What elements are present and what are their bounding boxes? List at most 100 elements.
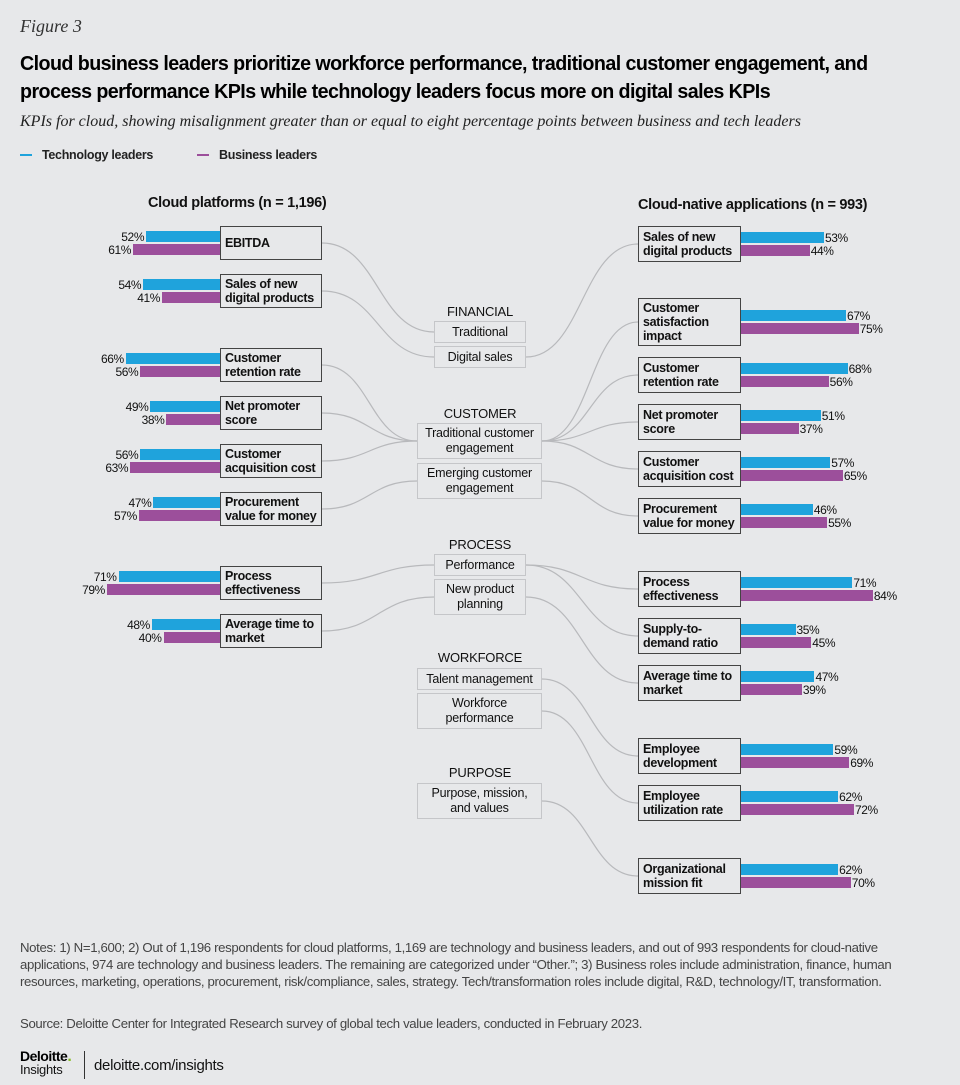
right-bar-technology-employee-utilization-rate — [741, 791, 839, 802]
left-value-label-business-customer-acquisition-cost: 63% — [105, 461, 129, 475]
right-value-label-technology-employee-utilization-rate: 62% — [839, 790, 862, 804]
category-heading-purpose: PURPOSE — [448, 765, 512, 780]
right-value-label-business-customer-satisfaction-impact: 75% — [859, 322, 883, 336]
left-value-label-technology-sales-of-new-digital-products: 54% — [118, 278, 142, 292]
left-bar-technology-sales-of-new-digital-products — [143, 279, 220, 290]
left-connector-customer-retention-rate — [321, 364, 418, 442]
left-value-label-technology-customer-acquisition-cost: 56% — [115, 448, 139, 462]
right-value-label-technology-organizational-mission-fit: 62% — [839, 863, 862, 877]
figure-label: Figure 3 — [20, 16, 82, 36]
right-bar-technology-supply-to-demand-ratio — [741, 624, 796, 635]
right-bar-technology-customer-acquisition-cost — [741, 457, 831, 468]
right-bar-technology-average-time-to-market — [741, 671, 815, 682]
right-value-label-technology-customer-acquisition-cost: 57% — [831, 456, 855, 470]
left-kpi-box-procurement-value-for-money: Procurement value for money — [220, 492, 322, 526]
right-kpi-box-average-time-to-market: Average time to market — [638, 665, 741, 701]
right-bar-technology-net-promoter-score — [741, 410, 821, 421]
right-kpi-box-sales-of-new-digital-products: Sales of new digital products — [638, 226, 741, 262]
left-connector-average-time-to-market — [321, 596, 435, 632]
category-box-talent-management: Talent management — [417, 668, 542, 690]
left-kpi-box-ebitda: EBITDA — [220, 226, 322, 260]
left-connector-process-effectiveness — [321, 564, 435, 584]
left-value-label-business-average-time-to-market: 40% — [138, 631, 162, 645]
right-kpi-box-customer-acquisition-cost: Customer acquisition cost — [638, 451, 741, 487]
right-connector-organizational-mission-fit — [541, 800, 639, 877]
logo-divider — [84, 1051, 85, 1079]
right-bar-technology-sales-of-new-digital-products — [741, 232, 824, 243]
logo-sub: Insights — [20, 1062, 63, 1077]
right-bar-business-employee-utilization-rate — [741, 804, 854, 815]
category-box-digital-sales: Digital sales — [434, 346, 526, 368]
left-bar-business-process-effectiveness — [106, 584, 220, 595]
legend-swatch-business — [197, 154, 209, 156]
right-value-label-technology-sales-of-new-digital-products: 53% — [824, 231, 848, 245]
legend-label-technology: Technology leaders — [42, 148, 154, 162]
category-box-purpose-mission-and-values: Purpose, mission, and values — [417, 783, 542, 819]
left-connector-procurement-value-for-money — [321, 480, 418, 510]
right-connector-customer-acquisition-cost — [541, 440, 639, 470]
panel-title-cloud-platforms: Cloud platforms (n = 1,196) — [148, 195, 327, 211]
panel-title-cloud-native: Cloud-native applications (n = 993) — [638, 197, 868, 213]
category-box-emerging-customer-engagement: Emerging customer engagement — [417, 463, 542, 499]
logo-dot: . — [67, 1048, 72, 1065]
right-value-label-business-employee-development: 69% — [850, 756, 874, 770]
right-connector-average-time-to-market — [525, 596, 639, 684]
left-value-label-technology-process-effectiveness: 71% — [93, 570, 117, 584]
left-bar-business-customer-acquisition-cost — [130, 462, 220, 473]
left-bar-business-average-time-to-market — [163, 632, 220, 643]
right-bar-business-process-effectiveness — [741, 590, 873, 601]
right-kpi-box-process-effectiveness: Process effectiveness — [638, 571, 741, 607]
left-connector-sales-of-new-digital-products — [321, 290, 435, 358]
right-connector-net-promoter-score — [541, 421, 639, 442]
left-value-label-business-net-promoter-score: 38% — [141, 413, 165, 427]
deloitte-logo: Deloitte. Insights — [20, 1048, 72, 1077]
right-value-label-technology-procurement-value-for-money: 46% — [813, 503, 837, 517]
right-value-label-technology-customer-satisfaction-impact: 67% — [847, 309, 870, 323]
logo-brand: Deloitte — [20, 1048, 68, 1064]
right-kpi-box-customer-satisfaction-impact: Customer satisfaction impact — [638, 298, 741, 346]
right-value-label-business-customer-acquisition-cost: 65% — [843, 469, 867, 483]
chart-subtitle: KPIs for cloud, showing misalignment gre… — [20, 113, 801, 130]
left-bar-business-procurement-value-for-money — [138, 510, 220, 521]
right-value-label-technology-supply-to-demand-ratio: 35% — [796, 623, 820, 637]
left-bar-business-sales-of-new-digital-products — [162, 292, 220, 303]
right-value-label-business-net-promoter-score: 37% — [799, 422, 823, 436]
left-connector-ebitda — [321, 242, 435, 333]
footer-url-link[interactable]: deloitte.com/insights — [94, 1057, 224, 1074]
left-value-label-business-sales-of-new-digital-products: 41% — [137, 291, 161, 305]
right-connector-employee-development — [541, 678, 639, 757]
right-kpi-box-employee-development: Employee development — [638, 738, 741, 774]
left-connector-customer-acquisition-cost — [321, 440, 418, 462]
right-bar-business-net-promoter-score — [741, 423, 799, 434]
left-bar-technology-customer-retention-rate — [125, 353, 220, 364]
right-bar-technology-procurement-value-for-money — [741, 504, 813, 515]
left-bar-technology-procurement-value-for-money — [153, 497, 220, 508]
left-bar-technology-ebitda — [146, 231, 220, 242]
category-heading-process: PROCESS — [448, 537, 512, 552]
left-kpi-box-average-time-to-market: Average time to market — [220, 614, 322, 648]
legend-item-technology: Technology leaders — [20, 148, 153, 162]
category-box-new-product-planning: New product planning — [434, 579, 526, 615]
right-value-label-technology-employee-development: 59% — [834, 743, 858, 757]
left-bar-technology-customer-acquisition-cost — [140, 449, 220, 460]
category-box-workforce-performance: Workforce performance — [417, 693, 542, 729]
left-value-label-business-customer-retention-rate: 56% — [115, 365, 139, 379]
category-heading-customer: CUSTOMER — [443, 406, 517, 421]
left-bar-technology-process-effectiveness — [118, 571, 220, 582]
right-bar-technology-customer-satisfaction-impact — [741, 310, 847, 321]
right-connector-process-effectiveness — [525, 564, 639, 590]
left-kpi-box-sales-of-new-digital-products: Sales of new digital products — [220, 274, 322, 308]
right-bar-technology-process-effectiveness — [741, 577, 853, 588]
right-kpi-box-net-promoter-score: Net promoter score — [638, 404, 741, 440]
right-kpi-box-procurement-value-for-money: Procurement value for money — [638, 498, 741, 534]
right-kpi-box-customer-retention-rate: Customer retention rate — [638, 357, 741, 393]
left-connector-net-promoter-score — [321, 412, 418, 442]
right-bar-technology-employee-development — [741, 744, 834, 755]
source: Source: Deloitte Center for Integrated R… — [20, 1016, 643, 1031]
right-connector-procurement-value-for-money — [541, 480, 639, 517]
left-kpi-box-process-effectiveness: Process effectiveness — [220, 566, 322, 600]
right-bar-business-organizational-mission-fit — [741, 877, 851, 888]
right-bar-business-supply-to-demand-ratio — [741, 637, 812, 648]
left-bar-business-net-promoter-score — [166, 414, 220, 425]
